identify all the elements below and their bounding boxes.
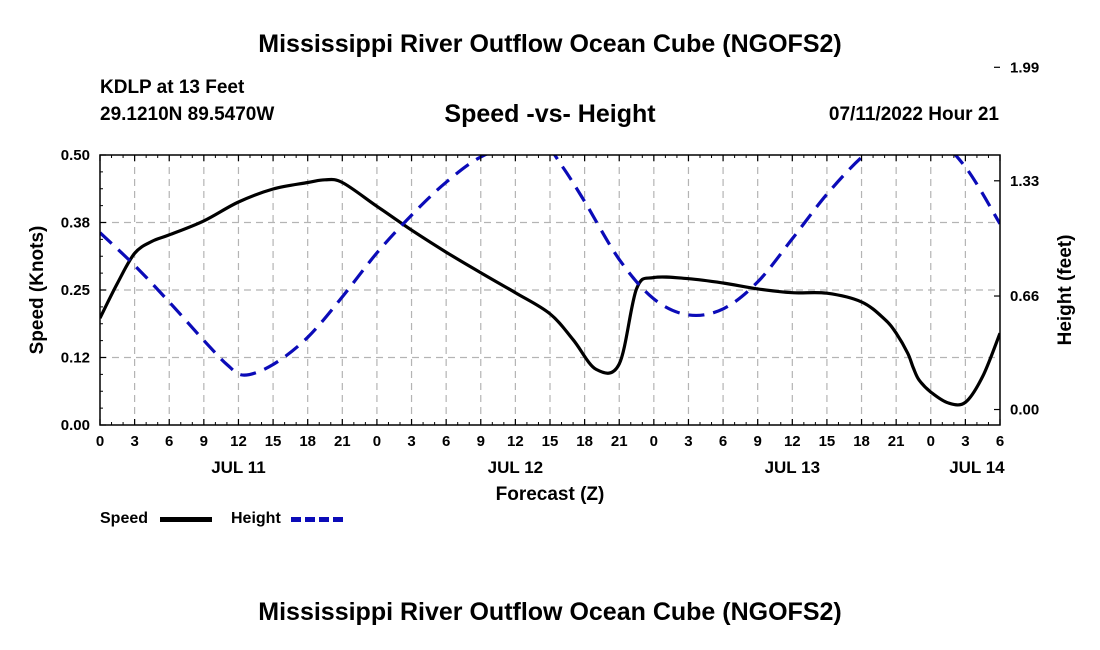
date-label: JUL 13 bbox=[765, 458, 820, 477]
x-tick-label: 6 bbox=[442, 433, 450, 450]
x-tick-label: 12 bbox=[230, 433, 247, 450]
legend-speed-label: Speed bbox=[100, 510, 149, 527]
x-tick-label: 6 bbox=[719, 433, 727, 450]
x-tick-label: 15 bbox=[819, 433, 836, 450]
x-tick-label: 18 bbox=[853, 433, 870, 450]
y2-axis-label: Height (feet) bbox=[1055, 235, 1076, 346]
x-tick-label: 15 bbox=[542, 433, 559, 450]
y-tick-label: 0.50 bbox=[61, 147, 90, 164]
y-tick-label: 0.00 bbox=[61, 417, 90, 434]
x-tick-label: 15 bbox=[265, 433, 282, 450]
x-tick-label: 3 bbox=[130, 433, 138, 450]
x-axis-label: Forecast (Z) bbox=[496, 484, 605, 505]
date-label: JUL 14 bbox=[949, 458, 1005, 477]
y2-tick-label: 1.99 bbox=[1010, 59, 1039, 76]
x-tick-label: 9 bbox=[754, 433, 762, 450]
x-tick-label: 18 bbox=[576, 433, 593, 450]
x-tick-label: 18 bbox=[299, 433, 316, 450]
series-layer bbox=[100, 155, 1000, 407]
date-label: JUL 12 bbox=[488, 458, 543, 477]
y-axis-label: Speed (Knots) bbox=[27, 226, 48, 355]
y-tick-label: 0.12 bbox=[61, 350, 90, 367]
x-tick-label: 9 bbox=[200, 433, 208, 450]
legend-height-label: Height bbox=[231, 510, 281, 527]
x-tick-label: 0 bbox=[96, 433, 104, 450]
x-tick-label: 3 bbox=[407, 433, 415, 450]
chart-subtitle: Speed -vs- Height bbox=[444, 100, 656, 128]
legend-height-line bbox=[291, 517, 343, 522]
y-tick-label: 0.38 bbox=[61, 215, 90, 232]
x-tick-label: 0 bbox=[373, 433, 381, 450]
legend-speed-line bbox=[160, 517, 212, 522]
station-coordinates: 29.1210N 89.5470W bbox=[100, 104, 275, 125]
x-tick-label: 12 bbox=[507, 433, 524, 450]
y2-tick-label: 1.33 bbox=[1010, 173, 1039, 190]
x-tick-label: 21 bbox=[611, 433, 628, 450]
x-tick-label: 12 bbox=[784, 433, 801, 450]
x-tick-label: 21 bbox=[334, 433, 351, 450]
speed-series-line bbox=[100, 177, 1000, 407]
footer-title: Mississippi River Outflow Ocean Cube (NG… bbox=[258, 598, 842, 626]
forecast-run-time: 07/11/2022 Hour 21 bbox=[828, 104, 999, 125]
date-label: JUL 11 bbox=[211, 458, 266, 477]
grid-layer bbox=[100, 155, 1000, 425]
axis-layer: 0 3 6 9 12 15 18 21 0 3 6 9 12 15 18 21 0 3 6 9 12 15 18 21 0 3 60… bbox=[61, 59, 1039, 477]
x-tick-label: 21 bbox=[888, 433, 905, 450]
x-tick-label: 3 bbox=[684, 433, 692, 450]
x-tick-label: 3 bbox=[961, 433, 969, 450]
main-title: Mississippi River Outflow Ocean Cube (NG… bbox=[258, 30, 842, 58]
y2-tick-label: 0.00 bbox=[1010, 402, 1039, 419]
station-name: KDLP at 13 Feet bbox=[100, 77, 245, 98]
x-tick-label: 6 bbox=[165, 433, 173, 450]
x-tick-label: 0 bbox=[650, 433, 658, 450]
x-tick-label: 9 bbox=[477, 433, 485, 450]
x-tick-label: 0 bbox=[927, 433, 935, 450]
height-series-line bbox=[100, 155, 1000, 377]
x-tick-label: 6 bbox=[996, 433, 1004, 450]
y-tick-label: 0.25 bbox=[61, 282, 90, 299]
y2-tick-label: 0.66 bbox=[1010, 288, 1039, 305]
